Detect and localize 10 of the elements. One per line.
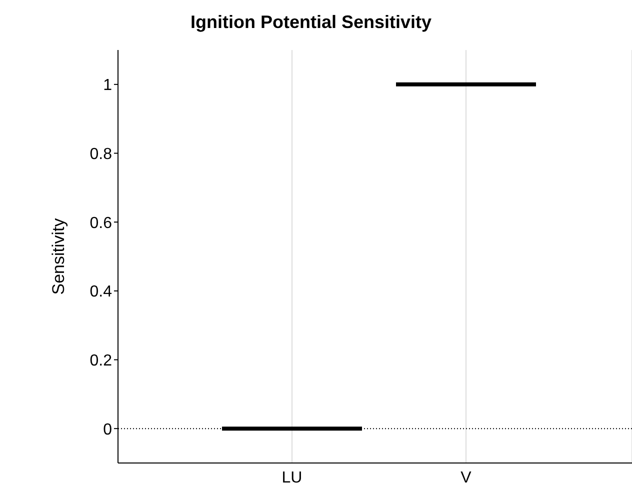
x-tick-label: V	[460, 469, 472, 486]
y-tick-label: 0	[103, 421, 112, 438]
y-tick-label: 0.4	[90, 284, 112, 301]
chart-title: Ignition Potential Sensitivity	[190, 12, 432, 32]
y-tick-label: 1	[103, 77, 112, 94]
x-tick-label: LU	[282, 469, 302, 486]
y-tick-label: 0.8	[90, 146, 112, 163]
y-axis-title: Sensitivity	[49, 218, 68, 295]
y-tick-label: 0.6	[90, 214, 112, 232]
y-tick-label: 0.2	[90, 352, 112, 370]
